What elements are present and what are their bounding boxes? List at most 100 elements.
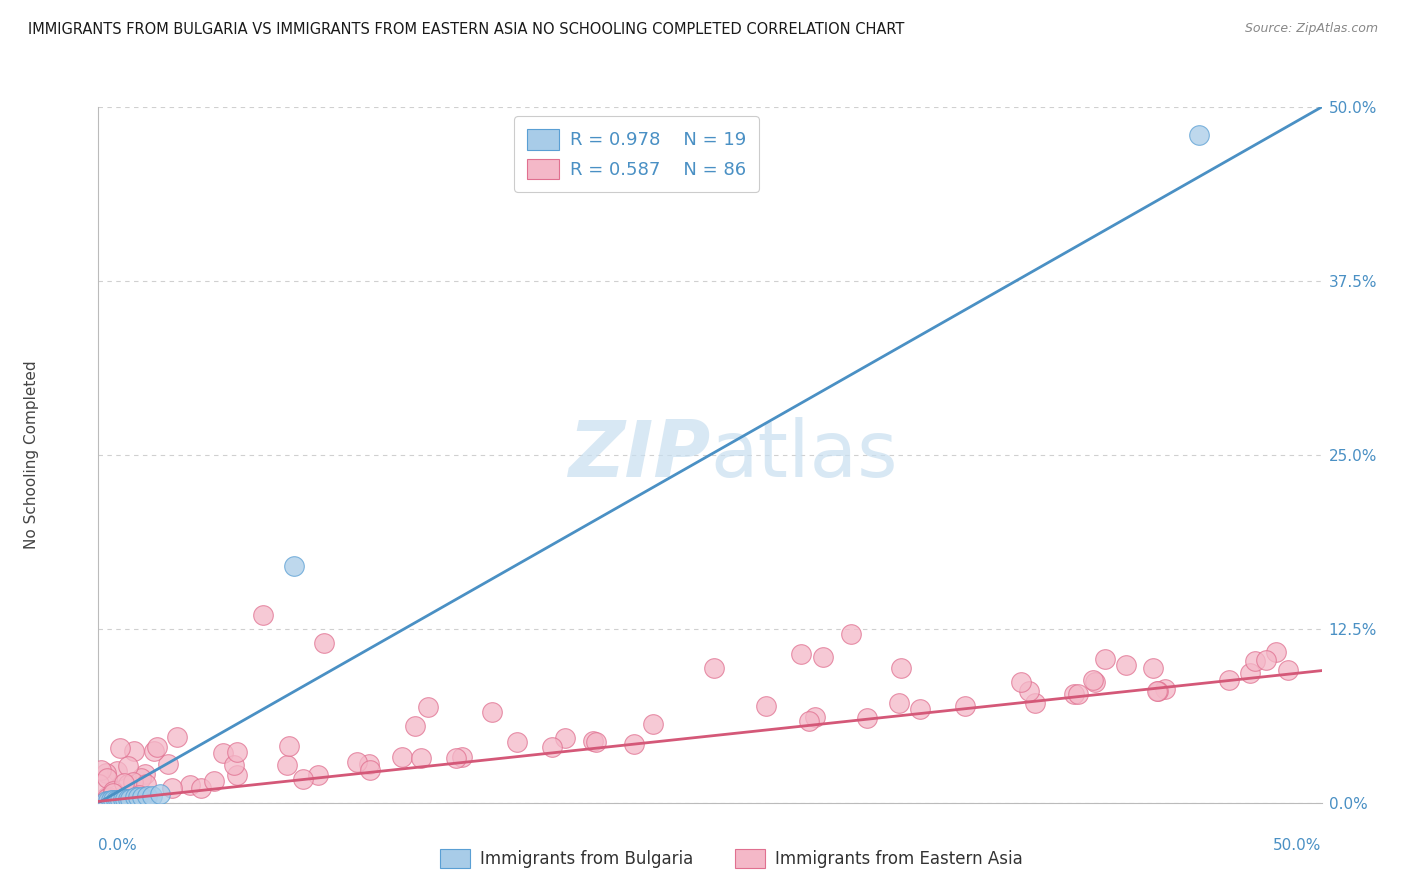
Point [143,744,166,758]
Point [346,756,368,770]
Point [136,789,159,803]
Point [411,751,433,765]
Point [135,776,157,790]
Point [149,788,172,802]
Point [124,790,146,805]
Point [127,790,149,805]
Point [404,719,426,733]
Point [101,793,124,807]
Point [582,734,605,748]
Point [146,740,169,755]
Point [481,706,503,720]
Point [107,793,129,807]
Point [1218,673,1240,687]
Point [1277,663,1299,677]
Point [117,777,139,791]
Point [90,763,112,777]
Point [128,789,150,803]
Point [96,771,118,785]
Text: IMMIGRANTS FROM BULGARIA VS IMMIGRANTS FROM EASTERN ASIA NO SCHOOLING COMPLETED : IMMIGRANTS FROM BULGARIA VS IMMIGRANTS F… [28,22,904,37]
Point [108,741,131,756]
Point [110,793,132,807]
Legend: Immigrants from Bulgaria, Immigrants from Eastern Asia: Immigrants from Bulgaria, Immigrants fro… [433,842,1029,875]
Point [103,783,125,797]
Point [252,607,274,622]
Text: 50.0%: 50.0% [1274,838,1322,853]
Point [122,744,145,758]
Point [224,758,246,772]
Point [450,750,472,764]
Point [276,757,298,772]
Point [444,751,467,765]
Point [190,780,212,795]
Point [541,739,564,754]
Point [117,759,139,773]
Point [112,775,135,789]
Point [755,699,778,714]
Point [156,756,179,771]
Point [1265,645,1288,659]
Point [94,766,117,780]
Point [953,698,976,713]
Point [799,714,821,728]
Point [96,791,118,805]
Point [97,789,120,804]
Point [134,767,156,781]
Point [111,791,134,805]
Text: atlas: atlas [710,417,897,493]
Point [1239,665,1261,680]
Point [803,710,825,724]
Point [117,791,139,805]
Point [1063,687,1085,701]
Point [505,735,527,749]
Point [114,791,136,805]
Point [104,793,127,807]
Point [226,768,249,782]
Point [1081,673,1104,687]
Point [1244,654,1267,668]
Point [1010,675,1032,690]
Point [131,790,153,805]
Point [790,647,813,661]
Point [291,772,314,786]
Point [1188,128,1211,142]
Point [162,781,184,796]
Text: ZIP: ZIP [568,417,710,493]
Point [703,661,725,675]
Point [1146,684,1168,698]
Point [1115,657,1137,672]
Point [202,774,225,789]
Point [120,791,142,805]
Point [416,699,439,714]
Point [129,772,152,786]
Text: No Schooling Completed: No Schooling Completed [24,360,38,549]
Point [211,746,233,760]
Point [359,763,381,777]
Point [312,636,335,650]
Point [225,745,247,759]
Point [1147,683,1170,698]
Point [141,789,163,803]
Legend: R = 0.978    N = 19, R = 0.587    N = 86: R = 0.978 N = 19, R = 0.587 N = 86 [515,116,759,192]
Point [278,739,301,753]
Point [1254,652,1277,666]
Point [856,711,879,725]
Point [94,794,117,808]
Point [97,794,120,808]
Point [890,661,912,675]
Point [1024,696,1046,710]
Point [307,768,329,782]
Point [357,757,380,772]
Point [166,730,188,744]
Point [908,702,931,716]
Point [101,786,124,800]
Point [122,775,145,789]
Point [1084,675,1107,690]
Point [585,734,607,748]
Point [1142,661,1164,675]
Text: Source: ZipAtlas.com: Source: ZipAtlas.com [1244,22,1378,36]
Point [887,697,910,711]
Point [1094,652,1116,666]
Point [839,627,862,641]
Point [89,777,111,791]
